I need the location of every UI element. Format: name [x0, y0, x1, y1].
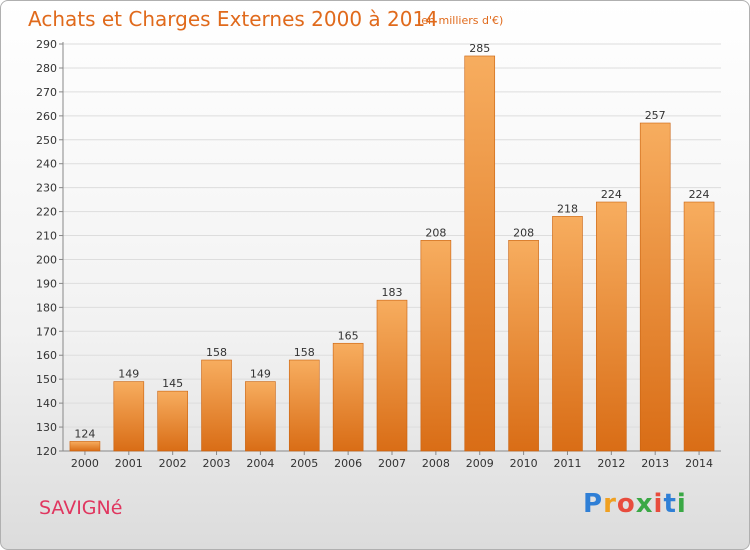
y-tick-label: 170	[36, 325, 57, 338]
bar-value-label: 285	[469, 42, 490, 55]
chart-title: Achats et Charges Externes 2000 à 2014	[28, 7, 438, 31]
bar-value-label: 224	[689, 188, 710, 201]
x-tick-label: 2005	[290, 457, 318, 470]
logo-letter: o	[616, 489, 636, 519]
x-tick-label: 2003	[203, 457, 231, 470]
x-tick-label: 2013	[641, 457, 669, 470]
bar-value-label: 149	[250, 368, 271, 381]
bar	[508, 240, 539, 452]
x-tick-label: 2006	[334, 457, 362, 470]
y-tick-label: 200	[36, 253, 57, 266]
bar	[113, 381, 145, 452]
x-tick-label: 2009	[466, 457, 494, 470]
bars	[69, 55, 715, 452]
bar	[596, 201, 627, 452]
y-tick-label: 210	[36, 230, 57, 243]
y-tick-label: 190	[36, 277, 57, 290]
data-labels: 124 149 145 158 149 158 165 183 208 285 208 218 224 2…	[74, 42, 709, 440]
logo-letter: i	[676, 489, 687, 519]
y-tick-label: 290	[36, 38, 57, 51]
bar	[288, 359, 320, 452]
bar-value-label: 158	[206, 346, 227, 359]
bar-value-label: 149	[118, 368, 139, 381]
proxiti-logo: Proxiti	[583, 489, 687, 519]
chart-subtitle: (en milliers d'€)	[417, 14, 504, 27]
x-tick-label: 2002	[159, 457, 187, 470]
x-tick-label: 2012	[597, 457, 625, 470]
bar	[376, 299, 408, 452]
y-tick-label: 180	[36, 301, 57, 314]
bar-value-label: 218	[557, 202, 578, 215]
bar-value-label: 183	[382, 286, 403, 299]
bar-value-label: 208	[425, 226, 446, 239]
bar-value-label: 145	[162, 377, 183, 390]
y-tick-label: 150	[36, 373, 57, 386]
bar-value-label: 208	[513, 226, 534, 239]
y-tick-label: 280	[36, 62, 57, 75]
x-tick-label: 2014	[685, 457, 713, 470]
x-tick-label: 2008	[422, 457, 450, 470]
bar-value-label: 224	[601, 188, 622, 201]
y-tick-label: 260	[36, 110, 57, 123]
bar	[683, 201, 715, 452]
bar	[245, 381, 276, 452]
logo-letter: r	[603, 489, 617, 519]
x-tick-label: 2007	[378, 457, 406, 470]
bar-value-label: 165	[338, 329, 359, 342]
bar	[69, 441, 101, 452]
y-tick-label: 130	[36, 421, 57, 434]
y-tick-label: 250	[36, 134, 57, 147]
bar	[639, 122, 671, 452]
commune-name: SAVIGNé	[39, 497, 123, 519]
bar	[464, 55, 496, 452]
bar	[157, 390, 188, 452]
y-tick-label: 120	[36, 445, 57, 458]
y-tick-label: 140	[36, 397, 57, 410]
bar-value-label: 124	[74, 427, 95, 440]
y-tick-label: 240	[36, 158, 57, 171]
x-tick-label: 2001	[115, 457, 143, 470]
logo-letter: x	[635, 489, 654, 519]
y-tick-label: 160	[36, 349, 57, 362]
y-tick-label: 230	[36, 182, 57, 195]
logo-letter: P	[583, 489, 604, 519]
y-tick-label: 220	[36, 206, 57, 219]
logo-letter: i	[653, 489, 664, 519]
bar	[201, 359, 232, 452]
logo-letter: t	[663, 489, 677, 519]
bar	[552, 216, 583, 452]
bar-value-label: 257	[645, 109, 666, 122]
bar	[332, 342, 364, 452]
bar	[420, 240, 452, 452]
x-tick-label: 2004	[246, 457, 274, 470]
x-tick-label: 2011	[553, 457, 581, 470]
bar-value-label: 158	[294, 346, 315, 359]
x-tick-label: 2010	[510, 457, 538, 470]
y-tick-label: 270	[36, 86, 57, 99]
x-tick-label: 2000	[71, 457, 99, 470]
